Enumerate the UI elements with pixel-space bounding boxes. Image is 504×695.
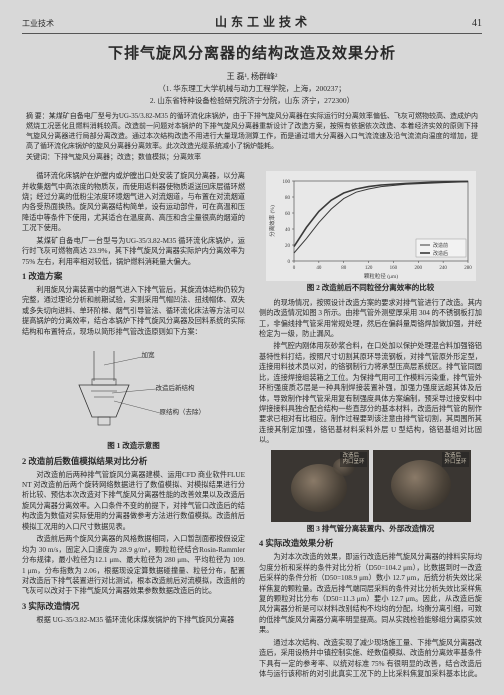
fig3-right-label: 改造后 外口呈环 [442, 452, 468, 467]
header-section: 工业技术 [22, 18, 54, 29]
svg-text:20: 20 [285, 244, 291, 249]
journal-title: 山东工业技术 [215, 14, 311, 31]
svg-text:分离效率 (%): 分离效率 (%) [268, 205, 276, 237]
section-4-para-1: 为对本次改造的效果，即运行改造后排气旋风分离器的排料实际均匀度分析和采样的条件对… [259, 552, 482, 636]
svg-text:改造前: 改造前 [433, 242, 448, 249]
authors: 王 磊¹, 杨群峰² [22, 71, 482, 82]
svg-text:0: 0 [287, 260, 290, 265]
svg-text:60: 60 [285, 212, 291, 217]
svg-text:160: 160 [389, 266, 397, 271]
figure-3-caption: 图 3 排气管分离装置内、外部改造情况 [259, 524, 482, 535]
fig3-left-label: 改造后 内口呈环 [340, 452, 366, 467]
section-1-heading: 1 改造方案 [22, 271, 245, 283]
page-number: 41 [472, 17, 482, 31]
svg-text:200: 200 [414, 266, 422, 271]
right-column: 0 20 40 60 80 100 0 40 80 120 160 200 240 280 颗粒粒径 (μm… [259, 171, 482, 681]
figure-1: 加宽 改造后新结构 原结构（去除） [64, 341, 204, 437]
svg-text:颗粒粒径 (μm): 颗粒粒径 (μm) [363, 272, 397, 280]
intro-para-1: 循环流化床锅炉在炉膛内或炉膛出口处安装了旋风分离器，以分离并收集烟气中高浓度的物… [22, 171, 245, 234]
figure-3-right-pane: 改造后 外口呈环 [373, 450, 471, 522]
figure-2-caption: 图 2 改造前后不同粒径分离效率的比较 [259, 283, 482, 294]
svg-text:改造后: 改造后 [433, 250, 448, 257]
right-para-1: 的现场情况，按照设计改造方案的要求对排气管进行了改造。其内侧的改造情况如图 3 … [259, 298, 482, 340]
fig1-label-top: 加宽 [142, 351, 155, 360]
fig1-label-mid: 改造后新结构 [156, 384, 195, 393]
affiliation-1: （1. 华东理工大学机械与动力工程学院，上海，200237； [22, 84, 482, 95]
svg-text:240: 240 [439, 266, 447, 271]
article-title: 下排气旋风分离器的结构改造及效果分析 [22, 44, 482, 65]
right-para-2: 排气腔内刚体用灰砂浆合料，在口处加以保护处理混合料加强铬铝基特性料打结，按照尺寸… [259, 341, 482, 445]
section-2-para-2: 改造前后两个旋风分离器的风格数据相同，入口暂剖面都按假设定均为 30 m/s，固… [22, 534, 245, 597]
svg-text:280: 280 [464, 266, 472, 271]
section-1-para: 利用旋风分离装置中的烟气进入下排气管后，其旋流体结构仍较为完整，通过理论分析和前… [22, 285, 245, 337]
svg-text:80: 80 [341, 266, 347, 271]
svg-text:40: 40 [316, 266, 322, 271]
abstract-text: 摘 要：某煤矿自备电厂型号为UG-35/3.82-M35 的循环流化床锅炉，由于… [26, 112, 478, 151]
figure-2-chart: 0 20 40 60 80 100 0 40 80 120 160 200 240 280 颗粒粒径 (μm… [266, 171, 476, 281]
fig1-label-bot: 原结构（去除） [160, 408, 204, 417]
affiliation-2: 2. 山东省特种设备检验研究院济宁分院，山东 济宁，272300） [22, 96, 482, 107]
figure-1-caption: 图 1 改造示意图 [22, 441, 245, 452]
section-3-para: 根据 UG-35/3.82-M35 循环流化床煤炭锅炉的下排气旋风分离器 [22, 615, 245, 625]
svg-text:0: 0 [292, 266, 295, 271]
section-2-para-1: 对改造前后两种排气管旋风分离器建模、运用CFD 商业软件FLUENT 对改造前后… [22, 470, 245, 533]
section-4-para-2: 通过本次结构、改造实现了减少现场施工量、下排气旋风分离器改造后，采用设杨并中镇控… [259, 638, 482, 680]
keywords: 关键词：下排气旋风分离器；改造；数值模拟；分离效率 [26, 153, 478, 163]
section-3-heading: 3 实际改造情况 [22, 601, 245, 613]
left-column: 循环流化床锅炉在炉膛内或炉膛出口处安装了旋风分离器，以分离并收集烟气中高浓度的物… [22, 171, 245, 681]
section-4-heading: 4 实际改造效果分析 [259, 538, 482, 550]
figure-3: 改造后 内口呈环 改造后 外口呈环 [259, 450, 482, 522]
figure-3-left-pane: 改造后 内口呈环 [271, 450, 369, 522]
intro-para-2: 某煤矿自备电厂一台型号为UG-35/3.82-M35 循环流化床锅炉，运行时飞灰… [22, 236, 245, 267]
svg-text:80: 80 [285, 196, 291, 201]
svg-text:100: 100 [282, 180, 290, 185]
section-2-heading: 2 改造前后数值模拟结果对比分析 [22, 456, 245, 468]
page-header: 工业技术 山东工业技术 41 [22, 14, 482, 34]
abstract: 摘 要：某煤矿自备电厂型号为UG-35/3.82-M35 的循环流化床锅炉，由于… [26, 112, 478, 163]
svg-text:40: 40 [285, 228, 291, 233]
svg-text:120: 120 [364, 266, 372, 271]
